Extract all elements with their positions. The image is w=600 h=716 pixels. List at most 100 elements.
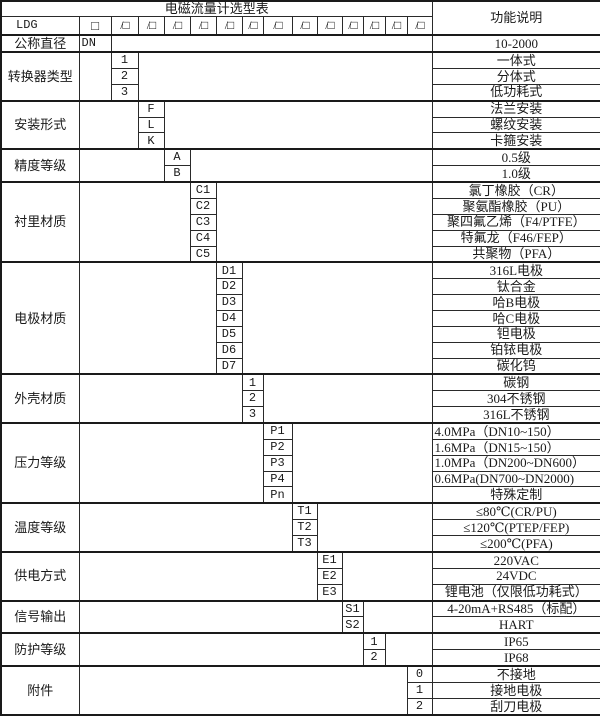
spacer-cell — [189, 148, 433, 183]
desc-cell: HART — [431, 616, 600, 634]
code-cell: C2 — [189, 197, 217, 215]
spacer-cell — [78, 632, 364, 667]
spacer-cell — [384, 632, 433, 667]
code-cell: 1 — [241, 373, 264, 392]
code-cell: E3 — [316, 583, 343, 602]
model-slot-box: /□ — [189, 15, 217, 36]
code-cell: D7 — [215, 357, 243, 375]
desc-cell: 不接地 — [431, 665, 600, 684]
category-label-accuracy: 精度等级 — [0, 148, 80, 183]
code-cell: K — [137, 132, 165, 150]
desc-cell: 碳钢 — [431, 373, 600, 392]
code-cell: E1 — [316, 550, 343, 569]
desc-cell: 1.0级 — [431, 165, 600, 183]
desc-cell: 316L电极 — [431, 261, 600, 280]
model-slot-box: /□ — [215, 15, 243, 36]
code-cell: 2 — [362, 649, 386, 667]
spacer-cell — [262, 373, 433, 424]
code-cell: S1 — [341, 599, 364, 618]
model-prefix: LDG — [0, 15, 80, 36]
model-slot-box: /□ — [291, 15, 318, 36]
desc-cell: 4-20mA+RS485（标配） — [431, 599, 600, 618]
code-cell: T1 — [291, 502, 318, 521]
spacer-cell — [341, 550, 433, 602]
code-cell: F — [137, 99, 165, 118]
desc-cell: ≤200℃(PFA) — [431, 535, 600, 553]
desc-cell: ≤120℃(PTEP/FEP) — [431, 519, 600, 537]
code-cell: C1 — [189, 181, 217, 199]
code-cell: E2 — [316, 567, 343, 585]
desc-cell: 哈C电极 — [431, 309, 600, 327]
code-cell: P2 — [262, 438, 293, 456]
model-slot-box: /□ — [137, 15, 165, 36]
model-slot-box: /□ — [110, 15, 139, 36]
code-cell: B — [163, 165, 191, 183]
category-label-housing: 外壳材质 — [0, 373, 80, 424]
spacer-cell — [137, 51, 433, 102]
desc-cell: 氯丁橡胶（CR） — [431, 181, 600, 199]
model-slot-box: /□ — [384, 15, 408, 36]
spacer-cell — [110, 34, 433, 53]
desc-cell: 锂电池（仅限低功耗式） — [431, 583, 600, 602]
code-cell: 0 — [406, 665, 433, 684]
desc-cell: 接地电极 — [431, 682, 600, 699]
code-cell: C3 — [189, 213, 217, 231]
desc-cell: 316L不锈钢 — [431, 406, 600, 424]
spacer-cell — [78, 148, 165, 183]
code-cell: D4 — [215, 309, 243, 327]
code-cell: P4 — [262, 470, 293, 488]
spacer-cell — [316, 502, 433, 553]
code-cell: D6 — [215, 341, 243, 359]
code-cell: A — [163, 148, 191, 167]
code-cell: 2 — [110, 67, 139, 85]
code-cell: D5 — [215, 325, 243, 343]
spacer-cell — [78, 422, 264, 504]
desc-cell: 0.6MPa(DN700~DN2000) — [431, 470, 600, 488]
code-cell: 1 — [362, 632, 386, 651]
desc-cell: 共聚物（PFA） — [431, 245, 600, 263]
code-cell: 2 — [241, 390, 264, 408]
category-label-protection: 防护等级 — [0, 632, 80, 667]
desc-cell: 一体式 — [431, 51, 600, 69]
spacer-cell — [78, 599, 343, 634]
code-cell: 3 — [241, 406, 264, 424]
desc-cell: 分体式 — [431, 67, 600, 85]
spacer-cell — [78, 181, 191, 263]
code-cell: C4 — [189, 229, 217, 247]
category-label-diameter: 公称直径 — [0, 34, 80, 53]
spacer-cell — [215, 181, 433, 263]
code-cell: P3 — [262, 454, 293, 472]
desc-cell: 钽电极 — [431, 325, 600, 343]
spacer-cell — [362, 599, 433, 634]
spacer-cell — [163, 99, 433, 150]
code-cell: T3 — [291, 535, 318, 553]
desc-cell: 1.6MPa（DN15~150） — [431, 438, 600, 456]
category-label-signal-output: 信号输出 — [0, 599, 80, 634]
function-column-header: 功能说明 — [431, 0, 600, 36]
model-digit-box: □ — [78, 15, 112, 36]
spacer-cell — [78, 373, 243, 424]
code-cell: 1 — [406, 682, 433, 699]
desc-cell: 法兰安装 — [431, 99, 600, 118]
desc-cell: IP68 — [431, 649, 600, 667]
spacer-cell — [78, 261, 217, 375]
model-slot-box: /□ — [316, 15, 343, 36]
model-slot-box: /□ — [362, 15, 386, 36]
category-label-accessories: 附件 — [0, 665, 80, 716]
desc-cell: 哈B电极 — [431, 294, 600, 311]
code-cell: S2 — [341, 616, 364, 634]
code-cell: 3 — [110, 83, 139, 102]
desc-cell: 24VDC — [431, 567, 600, 585]
spacer-cell — [78, 99, 139, 150]
code-cell: Pn — [262, 486, 293, 504]
model-slot-box: /□ — [341, 15, 364, 36]
model-slot-box: /□ — [262, 15, 293, 36]
desc-cell: 4.0MPa（DN10~150） — [431, 422, 600, 440]
category-label-installation: 安装形式 — [0, 99, 80, 150]
desc-cell: ≤80℃(CR/PU) — [431, 502, 600, 521]
desc-cell: 卡箍安装 — [431, 132, 600, 150]
code-cell: D1 — [215, 261, 243, 280]
dn-code: DN — [78, 34, 112, 53]
